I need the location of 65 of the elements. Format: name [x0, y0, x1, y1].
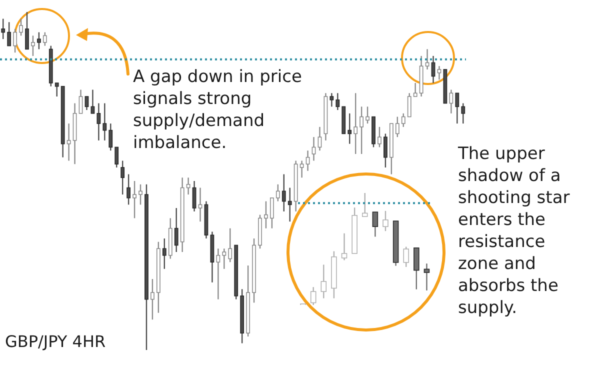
candlestick: [276, 184, 280, 202]
candlestick: [320, 264, 327, 299]
candlestick: [424, 262, 430, 292]
candlestick: [162, 238, 166, 270]
candlestick: [138, 184, 142, 206]
candlestick: [378, 126, 382, 148]
candlestick: [126, 174, 131, 206]
candlestick: [366, 106, 370, 124]
candlestick: [150, 278, 154, 320]
candlestick: [414, 247, 420, 290]
candlestick: [341, 232, 348, 261]
candlestick: [1, 18, 6, 40]
candlestick: [54, 82, 59, 98]
candlestick: [312, 136, 316, 162]
candlestick: [120, 160, 125, 196]
candlestick: [362, 193, 368, 218]
candlestick: [310, 286, 316, 305]
candlestick: [384, 133, 388, 168]
candlestick: [318, 126, 322, 152]
candlestick: [336, 92, 340, 111]
candlestick: [401, 112, 406, 128]
candlestick: [192, 180, 196, 212]
candlestick: [461, 102, 466, 124]
candlestick: [270, 197, 274, 229]
candlestick: [90, 89, 95, 114]
candlestick: [360, 106, 364, 155]
candlestick: [84, 96, 89, 111]
candlestick: [455, 92, 460, 124]
candlestick: [31, 35, 35, 57]
candlestick: [186, 177, 190, 196]
candlestick: [264, 200, 268, 229]
candlestick: [449, 89, 454, 114]
candlestick: [108, 122, 113, 152]
text: GBP/JPY 4HR: [5, 331, 106, 353]
candlestick: [66, 122, 71, 162]
annotation: The upper shadow of a shooting star enters the resistance zone and absorbs the supply.: [458, 143, 570, 319]
candlestick: [114, 146, 119, 168]
candlestick: [78, 89, 83, 114]
candlestick: [7, 22, 12, 46]
candlestick: [354, 92, 358, 155]
annotation: A gap down in price signals strong supply/demand imbalance.: [133, 66, 302, 154]
candlestick: [395, 116, 400, 138]
candlestick: [407, 92, 412, 118]
candlestick: [282, 174, 286, 212]
candlestick: [102, 102, 107, 142]
candlestick: [42, 32, 47, 46]
candlestick: [403, 246, 409, 268]
candlestick: [19, 18, 23, 36]
candlestick: [330, 92, 334, 108]
candlestick: [132, 180, 136, 219]
candlestick: [222, 248, 226, 270]
candlestick: [413, 82, 418, 98]
candlestick: [382, 210, 388, 232]
candlestick: [348, 112, 352, 144]
candlestick: [174, 207, 178, 253]
candlestick: [96, 102, 101, 142]
candlestick: [13, 28, 17, 54]
candlestick: [216, 248, 220, 300]
candlestick: [306, 150, 310, 172]
candlestick: [300, 160, 304, 178]
candlestick: [36, 32, 41, 50]
candlestick: [228, 228, 232, 263]
candlestick: [288, 187, 292, 222]
candlestick: [25, 12, 29, 50]
candlestick: [372, 211, 378, 238]
